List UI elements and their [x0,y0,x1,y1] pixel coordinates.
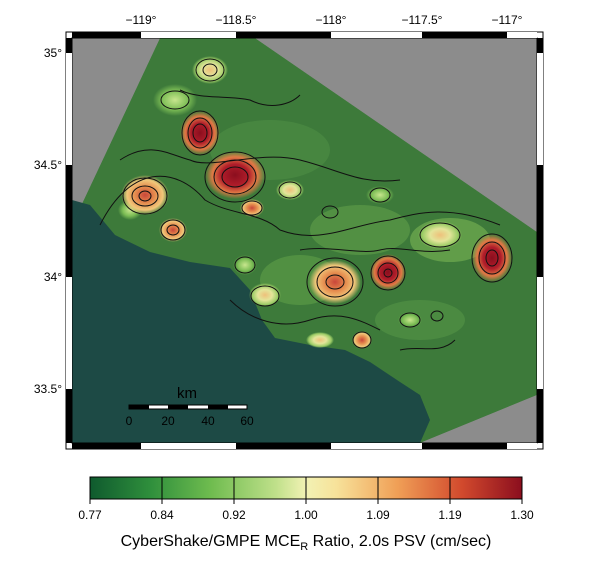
frame-tick-top [422,32,507,38]
frame-tick-left [66,53,72,165]
frame-tick-bottom [331,443,422,449]
scale-bar-segment [208,405,228,409]
colorbar-tick-label: 0.84 [150,508,174,522]
ratio-surface [72,38,537,443]
lon-tick-label: −118° [316,13,347,27]
frame-tick-right [537,53,543,165]
frame-tick-top [507,32,537,38]
frame-tick-top [236,32,331,38]
colorbar-tick-label: 1.00 [294,508,318,522]
scale-bar-label: 40 [201,414,215,428]
contour-lines [99,58,513,351]
map-area [72,38,537,443]
frame-tick-right [537,389,543,443]
scale-bar-segment [168,405,188,409]
colorbar-tick-label: 0.92 [222,508,246,522]
frame-checker-ticks [66,32,543,449]
lon-tick-labels: −119° −118.5° −118° −117.5° −117° [126,13,523,27]
frame-tick-bottom [72,443,141,449]
scale-bar-title: km [177,385,197,402]
frame-tick-bottom [507,443,537,449]
colorbar-tick-label: 0.77 [78,508,102,522]
frame-tick-left [66,277,72,389]
frame-tick-top [72,32,141,38]
colorbar-tick-label: 1.30 [510,508,534,522]
lat-tick-label: 33.5° [34,382,62,396]
lat-tick-label: 35° [44,46,62,60]
scale-bar-label: 60 [240,414,254,428]
lon-tick-label: −118.5° [216,13,257,27]
frame-tick-left [66,38,72,53]
colorbar-title: CyberShake/GMPE MCER Ratio, 2.0s PSV (cm… [121,533,492,553]
lon-tick-label: −117.5° [402,13,443,27]
lat-tick-label: 34° [44,270,62,284]
frame-tick-top [331,32,422,38]
frame-tick-bottom [422,443,507,449]
frame-tick-left [66,389,72,443]
frame-tick-right [537,277,543,389]
scale-bar-label: 0 [126,414,133,428]
frame-tick-bottom [141,443,236,449]
lon-tick-label: −117° [492,13,523,27]
colorbar-tick-label: 1.09 [366,508,390,522]
scale-bar-segment [129,405,149,409]
frame-tick-top [141,32,236,38]
lon-tick-label: −119° [126,13,157,27]
colorbar-ticks [89,477,523,504]
frame-tick-right [537,165,543,277]
scale-bar: km 0 20 40 60 [126,385,254,428]
lat-tick-label: 34.5° [34,158,62,172]
frame-tick-right [537,38,543,53]
scale-bar-label: 20 [161,414,175,428]
frame-tick-left [66,165,72,277]
colorbar: 0.77 0.84 0.92 1.00 1.09 1.19 1.30 Cyber… [78,476,534,553]
colorbar-tick-label: 1.19 [438,508,462,522]
lat-tick-labels: 35° 34.5° 34° 33.5° [34,46,62,396]
frame-tick-bottom [236,443,331,449]
